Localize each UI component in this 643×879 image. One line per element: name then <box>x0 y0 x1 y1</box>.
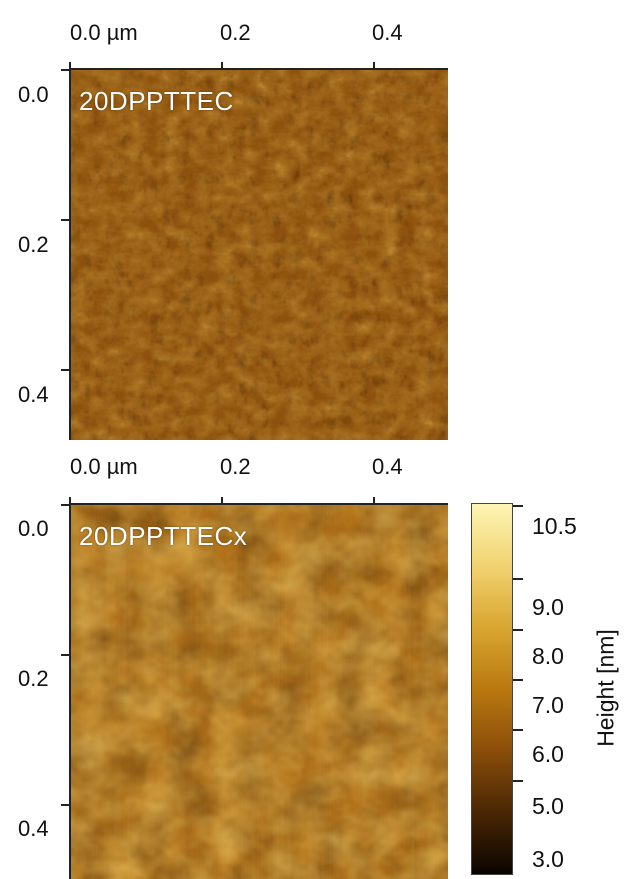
bottom-x-tick-label: 0.2 <box>220 454 251 479</box>
bottom-x-tick-label: 0.0 µm <box>70 454 138 479</box>
top-x-tick <box>373 62 375 70</box>
height-colorbar <box>471 503 513 875</box>
sample-label: 20DPPTTECx <box>79 521 248 551</box>
colorbar-tick <box>513 679 523 681</box>
bottom-y-tick-label: 0.2 <box>18 666 49 691</box>
top-x-tick <box>69 62 71 70</box>
top-y-tick-label: 0.4 <box>18 382 49 407</box>
bottom-y-tick-label: 0.4 <box>18 816 49 841</box>
colorbar-label: 3.0 <box>532 846 564 872</box>
colorbar-tick <box>513 629 523 631</box>
bottom-y-tick <box>61 804 69 806</box>
top-y-tick-label: 0.0 <box>18 82 49 107</box>
top-y-tick-label: 0.2 <box>18 232 49 257</box>
colorbar-tick <box>513 505 523 507</box>
colorbar-tick <box>513 780 523 782</box>
top-x-tick-label: 0.2 <box>220 20 251 45</box>
colorbar-label: 9.0 <box>532 594 564 620</box>
top-y-tick <box>61 369 69 371</box>
colorbar-label: 7.0 <box>532 692 564 718</box>
top-x-tick <box>221 62 223 70</box>
bottom-y-tick <box>61 504 69 506</box>
colorbar-title: Height [nm] <box>592 629 619 747</box>
top-x-tick-label: 0.0 µm <box>70 20 138 45</box>
colorbar-label: 5.0 <box>532 793 564 819</box>
colorbar-tick <box>513 578 523 580</box>
afm-image-top: 20DPPTTEC <box>69 68 448 440</box>
top-y-tick <box>61 219 69 221</box>
top-x-tick-label: 0.4 <box>372 20 403 45</box>
bottom-y-tick <box>61 654 69 656</box>
colorbar-label: 10.5 <box>532 513 577 539</box>
sample-label: 20DPPTTEC <box>79 86 234 116</box>
top-y-tick <box>61 69 69 71</box>
colorbar-label: 8.0 <box>532 643 564 669</box>
bottom-x-tick-label: 0.4 <box>372 454 403 479</box>
colorbar-label: 6.0 <box>532 741 564 767</box>
afm-image-bottom: 20DPPTTECx <box>69 503 448 879</box>
bottom-y-tick-label: 0.0 <box>18 516 49 541</box>
bottom-x-tick <box>373 497 375 505</box>
bottom-x-tick <box>69 497 71 505</box>
bottom-x-tick <box>221 497 223 505</box>
colorbar-tick <box>513 729 523 731</box>
